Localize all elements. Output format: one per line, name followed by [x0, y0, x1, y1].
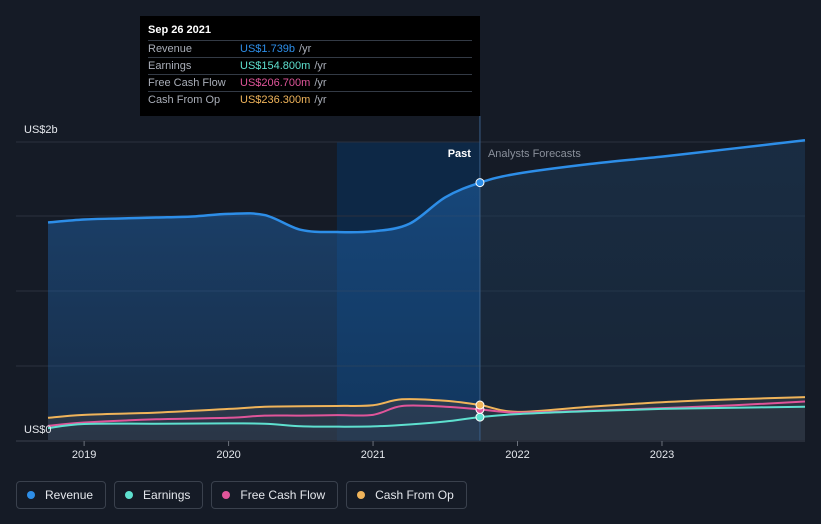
- legend-dot-icon: [125, 491, 134, 499]
- tooltip-label: Earnings: [148, 60, 192, 72]
- series-lines: [47, 139, 806, 430]
- tooltip-label: Cash From Op: [148, 94, 221, 106]
- revenue-area-past: [48, 182, 480, 441]
- marker-revenue: [475, 178, 485, 188]
- tooltip-row-free-cash-flow: Free Cash Flow US$206.700m /yr: [148, 74, 472, 91]
- tooltip-row-cash-from-op: Cash From Op US$236.300m /yr: [148, 91, 472, 108]
- tooltip-unit: /yr: [314, 77, 327, 89]
- y-tick-label-bottom: US$0: [24, 424, 52, 436]
- x-tick-label: 2020: [216, 449, 240, 461]
- revenue-area: [48, 140, 805, 441]
- data-tooltip: Sep 26 2021 Revenue US$1.739b /yr Earnin…: [140, 16, 480, 116]
- cash-from-op-area: [48, 397, 805, 440]
- tooltip-value: US$206.700m: [240, 77, 311, 89]
- x-tick-label: 2021: [361, 449, 385, 461]
- revenue-area-forecast: [479, 140, 805, 441]
- past-label: Past: [448, 148, 472, 160]
- tooltip-unit: /yr: [314, 60, 327, 72]
- tooltip-label: Free Cash Flow: [148, 77, 226, 89]
- tooltip-date: Sep 26 2021: [148, 24, 211, 36]
- legend-item-cash-from-op[interactable]: Cash From Op: [346, 481, 467, 509]
- legend-item-earnings[interactable]: Earnings: [114, 481, 204, 509]
- legend-dot-icon: [27, 491, 35, 499]
- series-line-revenue: [47, 139, 806, 234]
- legend-label: Cash From Op: [375, 488, 454, 502]
- x-tick-label: 2022: [505, 449, 529, 461]
- legend-label: Free Cash Flow: [240, 488, 326, 502]
- legend-dot-icon: [357, 491, 366, 499]
- legend-label: Revenue: [45, 488, 94, 502]
- x-tick-label: 2023: [650, 449, 674, 461]
- legend: Revenue Earnings Free Cash Flow Cash Fro…: [16, 481, 467, 509]
- tooltip-value: US$236.300m: [240, 94, 311, 106]
- analysts-forecasts-label: Analysts Forecasts: [488, 148, 581, 160]
- chart-area: 2019 2020 2021 2022 2023 Past Analysts Forec…: [16, 116, 806, 461]
- legend-dot-icon: [222, 491, 231, 499]
- series-line-earnings: [47, 405, 806, 430]
- legend-item-revenue[interactable]: Revenue: [16, 481, 107, 509]
- tooltip-unit: /yr: [314, 94, 327, 106]
- legend-label: Earnings: [143, 488, 191, 502]
- tooltip-row-earnings: Earnings US$154.800m /yr: [148, 57, 472, 74]
- y-tick-label-top: US$2b: [24, 124, 58, 136]
- tooltip-label: Revenue: [148, 43, 193, 55]
- tooltip-value: US$1.739b: [240, 43, 296, 55]
- x-axis: 2019 2020 2021 2022 2023: [16, 440, 805, 461]
- value-markers: [475, 178, 485, 422]
- legend-item-free-cash-flow[interactable]: Free Cash Flow: [211, 481, 339, 509]
- marker-cash-from-op: [475, 400, 485, 410]
- tooltip-value: US$154.800m: [240, 60, 311, 72]
- tooltip-unit: /yr: [299, 43, 312, 55]
- tooltip-row-revenue: Revenue US$1.739b /yr: [148, 40, 472, 57]
- series-line-cash-from-op: [47, 396, 806, 419]
- x-tick-label: 2019: [72, 449, 96, 461]
- marker-earnings: [475, 412, 485, 422]
